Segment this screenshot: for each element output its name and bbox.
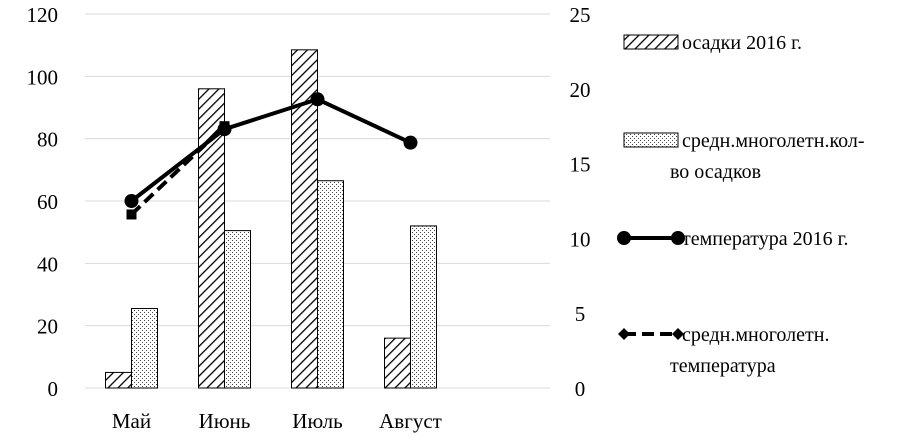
y-left-tick-label: 80 [37,128,58,152]
y-right-tick-label: 25 [570,3,591,27]
legend-marker-temp-avg [672,328,684,340]
lines [124,92,418,220]
line-temp-avg [130,124,226,216]
bar-precip-avg [224,230,251,389]
y-right-tick-label: 15 [570,153,591,177]
bars [105,49,437,389]
bar-precip-2016 [105,371,132,389]
legend-label: средн.многолетн.кол- [682,130,865,152]
x-tick-label: Июль [292,409,342,433]
line-temp-2016 [130,97,412,203]
legend-marker-temp-2016 [617,231,631,245]
y-left-tick-label: 60 [37,190,58,214]
y-left-tick-label: 20 [37,315,58,339]
legend-marker-temp-avg [618,328,630,340]
legend-label: температура [670,355,776,377]
marker-temp-2016 [403,135,418,150]
x-tick-label: Август [379,409,442,433]
y-right-tick-label: 10 [570,227,591,251]
y-right-tick-label: 5 [575,302,586,326]
marker-temp-avg [126,209,137,220]
bar-precip-avg [317,180,344,389]
legend-label: температура 2016 г. [682,228,849,250]
y-right-tick-label: 0 [575,377,586,401]
legend-label: во осадков [670,161,761,183]
bar-precip-2016 [384,337,411,389]
y-left-tick-label: 40 [37,252,58,276]
bar-precip-avg [131,308,158,389]
axes: 0 20 40 60 80 100 120 0 5 10 15 20 25 Май Июнь Июль Авгу… [27,3,591,433]
legend: осадки 2016 г. средн.многолетн.кол-во оса… [617,32,865,377]
legend-label: средн.многолетн. [682,324,829,346]
x-tick-label: Июнь [199,409,251,433]
marker-temp-avg [219,121,230,132]
y-left-tick-label: 120 [27,3,59,27]
legend-swatch-precip-avg [623,132,679,148]
legend-label: осадки 2016 г. [682,32,802,54]
bar-precip-avg [410,225,437,389]
legend-swatch-precip-2016 [623,34,679,50]
x-tick-label: Май [112,409,151,433]
marker-temp-2016 [124,194,139,208]
y-left-tick-label: 0 [48,377,59,401]
legend-marker-temp-2016 [671,231,685,245]
marker-temp-2016 [310,92,325,107]
y-right-tick-label: 20 [570,78,591,102]
y-left-tick-label: 100 [27,65,59,89]
